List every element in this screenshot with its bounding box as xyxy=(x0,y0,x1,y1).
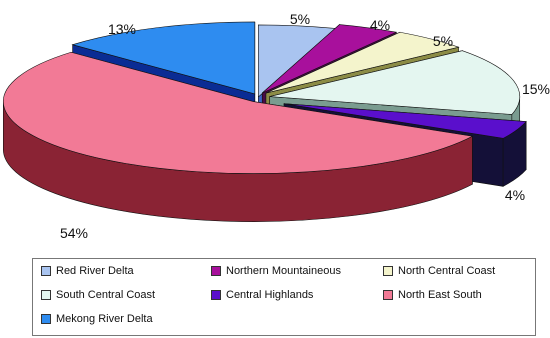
pie-chart: 5% 4% 5% 15% 4% 54% 13% xyxy=(2,11,550,241)
data-label-mekong-river-delta: 13% xyxy=(108,21,136,37)
pie-slice-top xyxy=(269,50,520,115)
legend: Red River Delta Northern Mountaineous Nort… xyxy=(32,258,536,336)
legend-item-mekong-river-delta: Mekong River Delta xyxy=(41,313,153,325)
legend-item-north-central-coast: North Central Coast xyxy=(383,265,495,277)
data-label-northern-mountaineous: 4% xyxy=(370,17,390,33)
pie-slice-top xyxy=(283,103,527,139)
legend-item-red-river-delta: Red River Delta xyxy=(41,265,134,277)
legend-swatch xyxy=(41,290,51,300)
pie-slice-north-east-south xyxy=(2,51,474,222)
legend-swatch xyxy=(211,266,221,276)
data-label-north-central-coast: 5% xyxy=(433,33,453,49)
data-label-red-river-delta: 5% xyxy=(290,11,310,27)
legend-label: South Central Coast xyxy=(56,289,156,301)
legend-swatch xyxy=(41,314,51,324)
legend-swatch xyxy=(383,266,393,276)
legend-item-northern-mountaineous: Northern Mountaineous xyxy=(211,265,341,277)
legend-label: Mekong River Delta xyxy=(56,313,153,325)
legend-item-north-east-south: North East South xyxy=(383,289,482,301)
legend-label: Central Highlands xyxy=(226,289,314,301)
pie-slice-top xyxy=(265,31,460,94)
legend-label: Northern Mountaineous xyxy=(226,265,341,277)
pie-slice-top xyxy=(262,24,398,94)
legend-label: Red River Delta xyxy=(56,265,134,277)
pie-slice-top xyxy=(71,21,256,95)
legend-swatch xyxy=(41,266,51,276)
legend-swatch xyxy=(383,290,393,300)
legend-item-central-highlands: Central Highlands xyxy=(211,289,313,301)
data-label-south-central-coast: 15% xyxy=(522,81,550,97)
data-label-north-east-south: 54% xyxy=(60,225,88,241)
data-label-central-highlands: 4% xyxy=(505,187,525,203)
legend-item-south-central-coast: South Central Coast xyxy=(41,289,155,301)
legend-label: North Central Coast xyxy=(398,265,496,277)
pie-slice-top xyxy=(3,51,474,174)
legend-label: North East South xyxy=(398,289,482,301)
legend-swatch xyxy=(211,290,221,300)
